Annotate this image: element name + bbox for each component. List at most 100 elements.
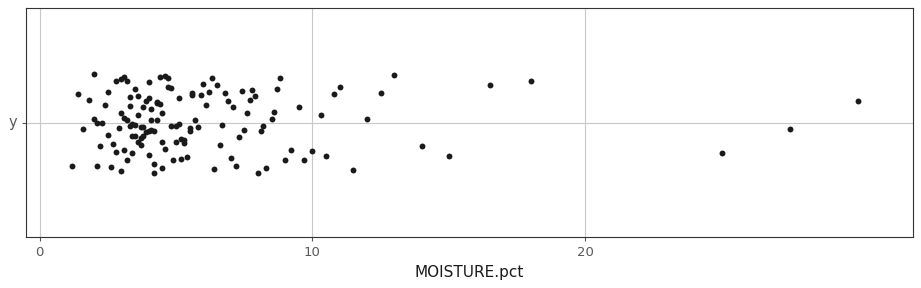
Point [202,90,216,95]
Point [169,140,183,144]
Point [523,79,538,84]
Point [122,95,137,100]
X-axis label: MOISTURE.pct: MOISTURE.pct [414,265,524,280]
Point [248,94,262,99]
Point [92,144,107,148]
Point [239,110,254,115]
Point [125,150,140,155]
Point [76,127,90,131]
Point [213,143,227,148]
Point [144,118,158,123]
Point [131,113,146,118]
Point [100,132,115,137]
Point [114,110,129,115]
Point [152,74,167,79]
Point [313,113,328,118]
Point [117,115,132,120]
Point [117,148,132,152]
Point [65,163,80,168]
Point [125,133,140,138]
Point [193,92,208,97]
Point [120,158,134,162]
Point [237,128,251,132]
Point [346,168,361,172]
Point [103,164,118,169]
Point [264,116,279,121]
Point [332,84,347,89]
Point [191,124,205,129]
Point [185,93,200,97]
Point [174,157,189,162]
Point [327,92,342,96]
Point [305,148,320,153]
Point [188,118,203,123]
Point [234,89,249,93]
Point [319,154,333,158]
Point [109,79,123,84]
Point [106,142,121,146]
Point [134,125,148,130]
Point [98,102,112,107]
Point [180,154,194,159]
Point [251,170,265,175]
Point [131,93,146,98]
Point [226,104,240,109]
Point [109,149,123,154]
Point [120,79,134,84]
Point [128,86,143,91]
Point [142,96,157,101]
Point [182,129,197,134]
Point [149,99,164,104]
Point [196,81,211,86]
Point [177,138,192,143]
Point [166,158,181,162]
Point [373,90,388,95]
Point [284,148,298,152]
Point [125,121,140,126]
Point [256,124,271,129]
Point [171,122,186,126]
Point [146,129,161,134]
Point [157,147,172,152]
Point [160,75,175,80]
Point [114,168,129,173]
Point [182,126,197,130]
Point [89,164,104,168]
Point [128,123,143,127]
Point [146,162,161,166]
Point [144,107,158,111]
Point [95,120,110,125]
Point [122,103,137,108]
Point [220,98,235,103]
Point [160,85,175,90]
Point [270,87,285,92]
Point [87,72,101,77]
Point [210,82,225,87]
Point [157,73,172,78]
Point [177,141,192,145]
Point [387,72,402,77]
Point [142,79,157,84]
Point [259,165,274,170]
Point [142,153,157,157]
Point [142,128,157,133]
Point [217,90,232,95]
Point [297,158,311,162]
Point [139,98,154,103]
Point [163,86,178,90]
Point [139,129,154,134]
Point [253,128,268,133]
Point [134,135,148,140]
Point [715,151,729,156]
Point [228,164,243,168]
Point [136,124,151,129]
Point [155,140,169,144]
Point [117,75,132,79]
Point [114,77,129,82]
Point [242,97,257,102]
Point [291,104,306,109]
Point [146,171,161,175]
Point [185,90,200,95]
Point [155,166,169,170]
Point [70,92,85,97]
